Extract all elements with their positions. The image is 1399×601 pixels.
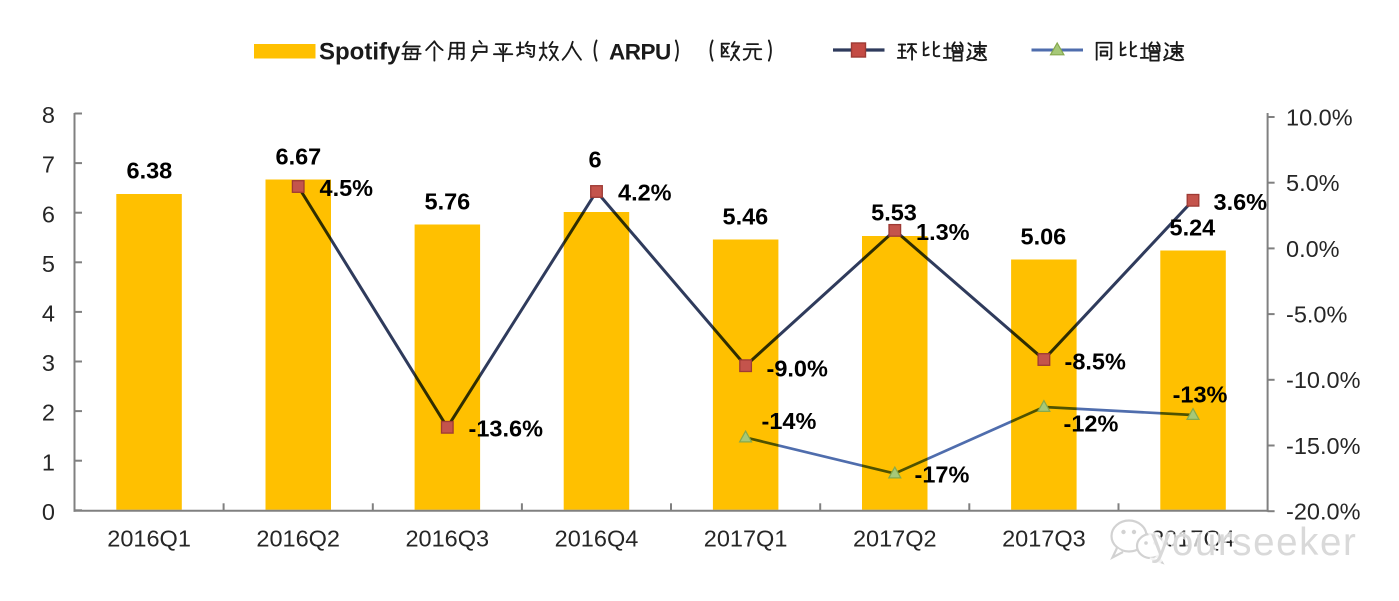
svg-text:6: 6 bbox=[42, 201, 55, 227]
svg-text:6.67: 6.67 bbox=[276, 143, 322, 169]
svg-text:4.5%: 4.5% bbox=[320, 175, 374, 201]
svg-text:-13.6%: -13.6% bbox=[469, 415, 544, 441]
svg-text:4: 4 bbox=[42, 301, 55, 327]
svg-text:2017Q3: 2017Q3 bbox=[1002, 526, 1086, 552]
svg-text:5.0%: 5.0% bbox=[1286, 170, 1340, 196]
svg-text:yourseeker: yourseeker bbox=[1151, 521, 1357, 564]
svg-text:2017Q2: 2017Q2 bbox=[853, 526, 937, 552]
svg-text:2016Q3: 2016Q3 bbox=[405, 526, 489, 552]
svg-text:6: 6 bbox=[588, 146, 601, 172]
svg-text:-9.0%: -9.0% bbox=[767, 355, 828, 381]
svg-text:-14%: -14% bbox=[762, 408, 817, 434]
svg-text:2016Q2: 2016Q2 bbox=[256, 526, 340, 552]
svg-text:6.38: 6.38 bbox=[127, 157, 173, 183]
svg-text:1.3%: 1.3% bbox=[916, 219, 970, 245]
svg-text:2017Q4: 2017Q4 bbox=[1151, 526, 1235, 552]
svg-text:10.0%: 10.0% bbox=[1286, 104, 1353, 130]
svg-text:8: 8 bbox=[42, 102, 55, 128]
svg-text:2016Q4: 2016Q4 bbox=[555, 526, 639, 552]
svg-text:3: 3 bbox=[42, 350, 55, 376]
svg-text:1: 1 bbox=[42, 449, 55, 475]
svg-text:5: 5 bbox=[42, 251, 55, 277]
svg-text:-10.0%: -10.0% bbox=[1286, 367, 1361, 393]
svg-text:yourseeker: yourseeker bbox=[1151, 521, 1357, 564]
svg-text:-17%: -17% bbox=[915, 461, 970, 487]
svg-text:2017Q1: 2017Q1 bbox=[704, 526, 788, 552]
svg-text:2016Q1: 2016Q1 bbox=[107, 526, 191, 552]
svg-text:0: 0 bbox=[42, 499, 55, 525]
svg-text:-5.0%: -5.0% bbox=[1286, 302, 1347, 328]
svg-text:-12%: -12% bbox=[1064, 410, 1119, 436]
svg-text:-15.0%: -15.0% bbox=[1286, 433, 1361, 459]
svg-text:5.46: 5.46 bbox=[723, 203, 769, 229]
svg-text:0.0%: 0.0% bbox=[1286, 236, 1340, 262]
svg-text:3.6%: 3.6% bbox=[1214, 189, 1268, 215]
svg-text:Spotify: Spotify bbox=[319, 39, 401, 66]
svg-text:4.2%: 4.2% bbox=[618, 179, 672, 205]
svg-text:-20.0%: -20.0% bbox=[1286, 499, 1361, 525]
svg-text:-8.5%: -8.5% bbox=[1065, 348, 1126, 374]
svg-text:5.76: 5.76 bbox=[425, 188, 471, 214]
svg-text:ARPU: ARPU bbox=[609, 40, 671, 65]
svg-text:5.06: 5.06 bbox=[1021, 223, 1067, 249]
svg-text:-13%: -13% bbox=[1173, 381, 1228, 407]
svg-text:7: 7 bbox=[42, 152, 55, 178]
svg-text:2: 2 bbox=[42, 400, 55, 426]
svg-text:5.53: 5.53 bbox=[871, 199, 917, 225]
svg-text:5.24: 5.24 bbox=[1170, 214, 1216, 240]
